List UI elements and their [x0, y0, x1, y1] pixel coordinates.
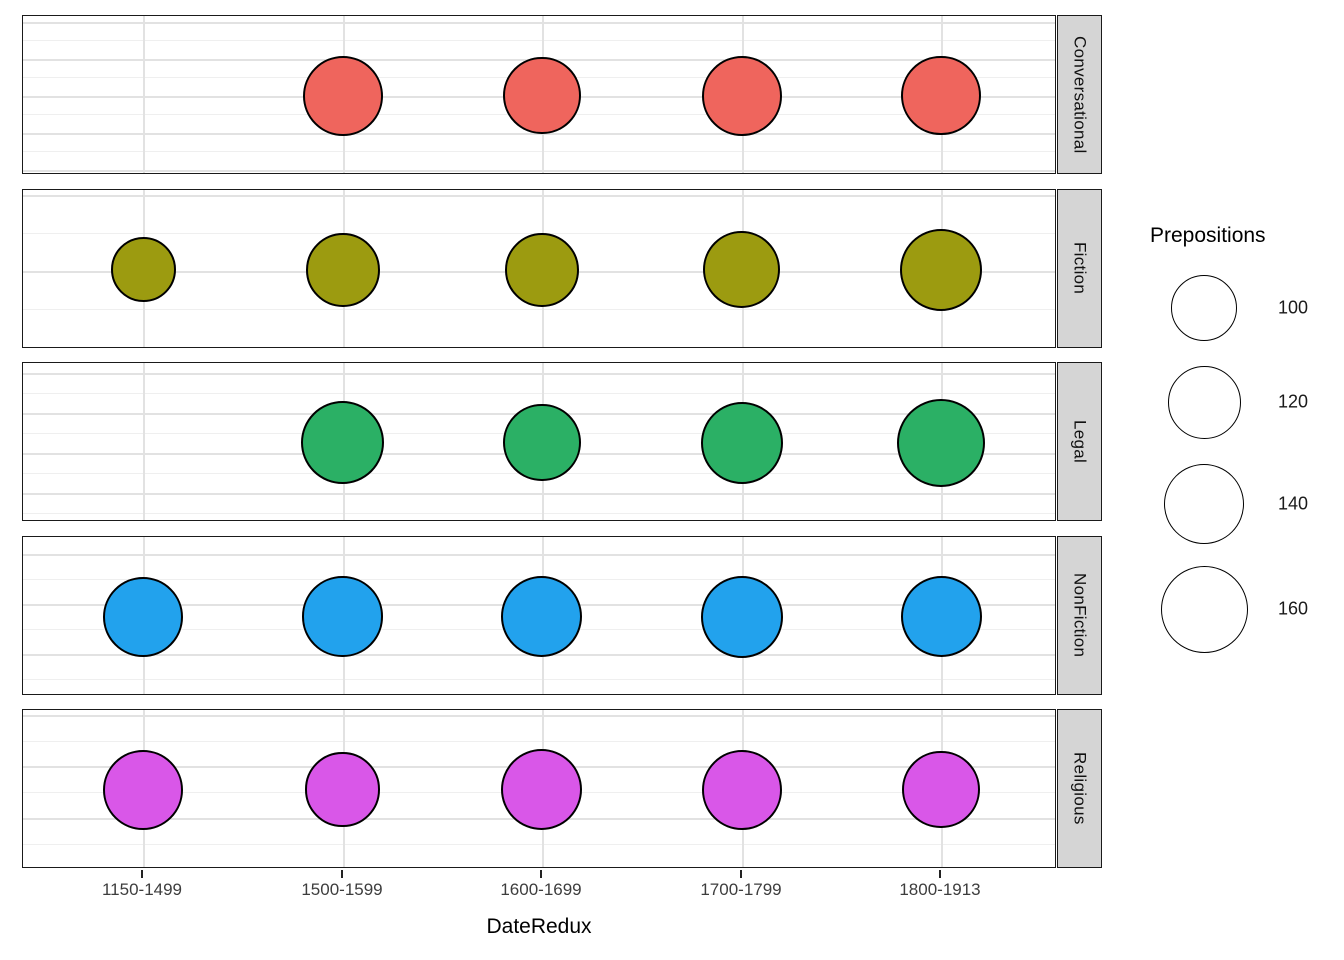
bubble-nonfiction-1150-1499	[103, 576, 183, 657]
gridline-horizontal	[23, 170, 1055, 172]
gridline-horizontal	[23, 715, 1055, 717]
bubble-fiction-1700-1799	[702, 230, 781, 309]
facet-strip-religious: Religious	[1057, 709, 1102, 868]
bubble-religious-1700-1799	[701, 749, 782, 830]
bubble-nonfiction-1700-1799	[700, 575, 783, 658]
facet-strip-label: Legal	[1070, 419, 1090, 464]
gridline-horizontal	[23, 741, 1055, 742]
legend-key-label: 120	[1278, 391, 1309, 412]
legend-key-circle-100	[1171, 275, 1237, 341]
bubble-legal-1600-1699	[503, 403, 581, 482]
gridline-horizontal	[23, 679, 1055, 680]
facet-strip-label: Religious	[1070, 752, 1090, 825]
facet-strip-legal: Legal	[1057, 362, 1102, 521]
bubble-fiction-1600-1699	[504, 232, 579, 307]
bubble-nonfiction-1800-1913	[900, 576, 982, 657]
bubble-fiction-1800-1913	[899, 228, 982, 311]
panel-nonfiction	[22, 536, 1056, 695]
gridline-vertical	[143, 363, 145, 520]
bubble-conversational-1500-1599	[302, 55, 383, 136]
gridline-horizontal	[23, 493, 1055, 495]
legend-key-circle-140	[1164, 464, 1244, 544]
bubble-legal-1500-1599	[300, 400, 385, 485]
gridline-horizontal	[23, 151, 1055, 152]
panel-religious	[22, 709, 1056, 868]
gridline-horizontal	[23, 309, 1055, 310]
bubble-legal-1700-1799	[700, 401, 783, 484]
bubble-religious-1500-1599	[305, 752, 380, 827]
x-tick-label: 1150-1499	[101, 880, 183, 899]
gridline-horizontal	[23, 195, 1055, 197]
facet-strip-label: Conversational	[1070, 35, 1090, 154]
legend-key-circle-160	[1160, 565, 1248, 653]
gridline-horizontal	[23, 373, 1055, 375]
gridline-horizontal	[23, 393, 1055, 394]
gridline-vertical	[143, 16, 145, 173]
bubble-fiction-1150-1499	[110, 237, 176, 302]
bubble-conversational-1800-1913	[901, 55, 981, 136]
gridline-horizontal	[23, 22, 1055, 24]
x-tick-label: 1600-1699	[500, 880, 582, 899]
legend-key-label: 160	[1278, 598, 1309, 619]
x-tick-label: 1800-1913	[899, 880, 981, 899]
x-tick-mark	[341, 870, 343, 878]
facet-strip-label: NonFiction	[1070, 573, 1090, 658]
x-tick-label: 1700-1799	[700, 880, 782, 899]
gridline-horizontal	[23, 513, 1055, 514]
bubble-nonfiction-1500-1599	[302, 576, 383, 657]
bubble-religious-1150-1499	[103, 749, 183, 830]
gridline-horizontal	[23, 347, 1055, 348]
facet-strip-label: Fiction	[1070, 242, 1090, 295]
bubble-fiction-1500-1599	[305, 232, 380, 307]
facet-strip-fiction: Fiction	[1057, 189, 1102, 348]
bubble-religious-1800-1913	[902, 750, 980, 829]
bubble-conversational-1600-1699	[503, 56, 581, 135]
x-tick-mark	[540, 870, 542, 878]
facet-strip-conversational: Conversational	[1057, 15, 1102, 174]
gridline-horizontal	[23, 554, 1055, 556]
panel-fiction	[22, 189, 1056, 348]
bubble-religious-1600-1699	[501, 749, 583, 830]
gridline-horizontal	[23, 844, 1055, 845]
facet-strip-nonfiction: NonFiction	[1057, 536, 1102, 695]
bubble-legal-1800-1913	[897, 398, 985, 487]
bubble-conversational-1700-1799	[701, 55, 782, 136]
bubble-nonfiction-1600-1699	[501, 576, 583, 657]
gridline-horizontal	[23, 40, 1055, 41]
panel-conversational	[22, 15, 1056, 174]
legend-title: Prepositions	[1150, 224, 1266, 247]
panel-legal	[22, 362, 1056, 521]
gridline-horizontal	[23, 133, 1055, 135]
x-tick-label: 1500-1599	[301, 880, 383, 899]
legend-key-label: 140	[1278, 493, 1309, 514]
x-tick-mark	[141, 870, 143, 878]
x-tick-mark	[939, 870, 941, 878]
x-axis-title: DateRedux	[486, 915, 592, 938]
legend-key-label: 100	[1278, 297, 1309, 318]
x-tick-mark	[740, 870, 742, 878]
legend-key-circle-120	[1167, 365, 1241, 439]
